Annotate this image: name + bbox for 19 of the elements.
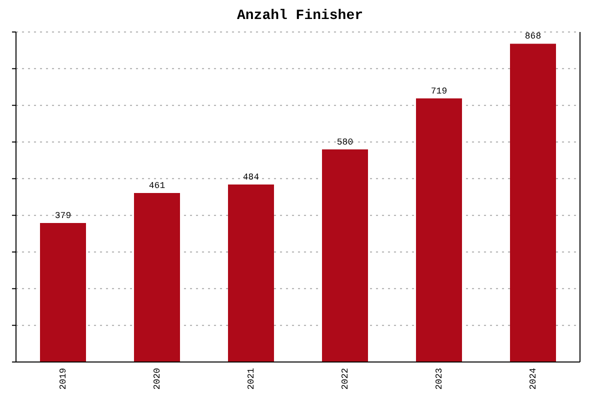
data-label: 484 xyxy=(242,172,260,183)
x-tick-label: 2021 xyxy=(246,368,256,390)
data-label: 379 xyxy=(54,211,72,222)
bar xyxy=(134,192,180,362)
bar xyxy=(40,223,86,362)
x-tick-label: 2024 xyxy=(528,368,538,390)
x-tick-label: 2020 xyxy=(152,368,162,390)
data-label: 719 xyxy=(430,86,448,96)
data-label: 461 xyxy=(148,180,166,191)
data-label: 580 xyxy=(336,137,354,148)
bar xyxy=(510,44,556,362)
x-tick-label: 2022 xyxy=(340,368,350,390)
data-label: 868 xyxy=(524,32,542,42)
chart-title: Anzahl Finisher xyxy=(236,8,364,26)
bar xyxy=(228,184,274,362)
x-tick-label: 2023 xyxy=(434,368,444,390)
bar xyxy=(322,149,368,362)
x-tick-label: 2019 xyxy=(58,368,68,390)
bar xyxy=(416,98,462,362)
